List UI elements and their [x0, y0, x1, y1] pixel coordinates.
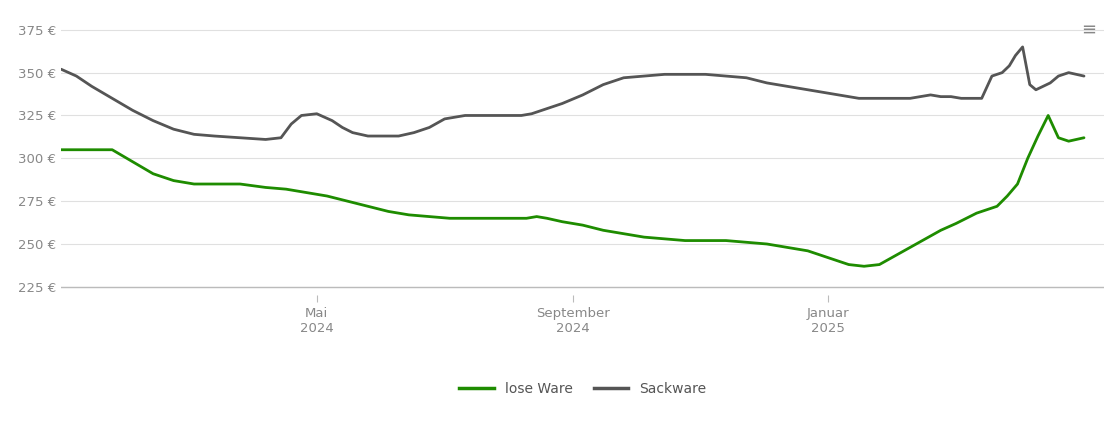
- Text: ≡: ≡: [1081, 21, 1097, 39]
- Legend: lose Ware, Sackware: lose Ware, Sackware: [454, 376, 712, 402]
